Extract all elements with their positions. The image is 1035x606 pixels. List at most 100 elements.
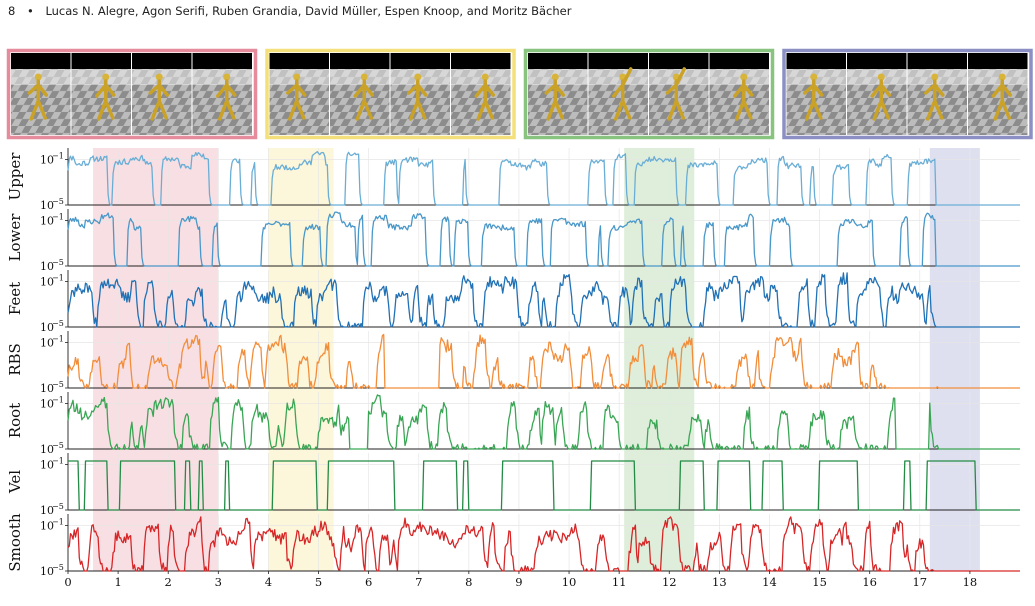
y-tick-low-label: 10 <box>40 565 54 578</box>
thumbnail-frames <box>786 53 1028 135</box>
thumbnail-frame <box>330 53 390 135</box>
x-tick-label: 18 <box>963 575 978 589</box>
purple-highlight-thumbnail-box <box>782 48 1033 140</box>
panel-label: Lower <box>6 213 24 262</box>
thumbnail-frames <box>11 53 252 135</box>
running-header: 8 • Lucas N. Alegre, Agon Serifi, Ruben … <box>8 4 579 18</box>
thumbnail-frame <box>786 53 846 135</box>
character-figure <box>353 73 374 121</box>
thumbnail-frame <box>269 53 329 135</box>
y-tick-low-label: 10 <box>40 443 54 456</box>
y-tick-high-label: 10 <box>40 153 54 166</box>
green-highlight-thumbnail-box <box>523 48 775 140</box>
thumbnail-frame <box>588 53 648 135</box>
y-tick-high-exponent: −1 <box>52 334 64 343</box>
thumbnail-frame <box>907 53 967 135</box>
x-tick-label: 3 <box>215 575 222 589</box>
x-tick-label: 12 <box>662 575 677 589</box>
y-tick-high-exponent: −1 <box>52 517 64 526</box>
panel-label: Root <box>6 403 24 438</box>
x-tick-label: 2 <box>165 575 172 589</box>
thumbnail-frames <box>528 53 769 135</box>
character-figure <box>474 73 495 121</box>
plot-area: 10−110−5Upper10−110−5Lower10−110−5Feet10… <box>6 148 1020 589</box>
yellow-highlight-span <box>268 148 334 571</box>
character-figure <box>612 67 633 121</box>
y-tick-low-exponent: −5 <box>52 197 64 206</box>
character-figure <box>286 73 307 121</box>
character-figure <box>870 73 891 121</box>
character-figure <box>544 73 565 121</box>
character-figure <box>148 73 169 121</box>
character-figure <box>803 73 824 121</box>
y-tick-low-label: 10 <box>40 382 54 395</box>
y-tick-low-exponent: −5 <box>52 441 64 450</box>
x-tick-label: 7 <box>415 575 422 589</box>
x-axis-ticks: 0 1 2 3 4 5 6 7 8 9 10 11 12 13 14 15 16 17 18 <box>64 571 977 589</box>
y-tick-low-exponent: −5 <box>52 380 64 389</box>
yellow-highlight-border <box>265 48 516 140</box>
y-tick-high-label: 10 <box>40 458 54 471</box>
panel-label: Feet <box>6 282 24 315</box>
thumbnail-frame <box>649 53 709 135</box>
x-tick-label: 14 <box>762 575 777 589</box>
pink-highlight-border <box>6 48 258 140</box>
x-tick-label: 8 <box>465 575 472 589</box>
panel-label: Vel <box>6 470 24 494</box>
pink-highlight-span <box>93 148 219 571</box>
character-figure <box>216 73 237 121</box>
thumbnail-frame <box>390 53 450 135</box>
character-figure <box>27 73 48 121</box>
x-tick-label: 0 <box>64 575 71 589</box>
series-line-smooth <box>67 516 1020 572</box>
y-tick-low-exponent: −5 <box>52 319 64 328</box>
series-line-root <box>67 394 1020 450</box>
yellow-highlight-thumbnail-box <box>265 48 516 140</box>
y-tick-high-label: 10 <box>40 397 54 410</box>
panel-label: Smooth <box>6 513 24 572</box>
thumbnail-frame <box>968 53 1028 135</box>
series-line-vel <box>68 460 1020 511</box>
x-tick-label: 10 <box>562 575 577 589</box>
x-tick-label: 1 <box>114 575 121 589</box>
x-tick-label: 4 <box>265 575 272 589</box>
y-tick-high-exponent: −1 <box>52 212 64 221</box>
x-tick-label: 17 <box>912 575 927 589</box>
thumbnail-frame <box>192 53 252 135</box>
grid <box>67 148 1020 205</box>
character-figure <box>95 73 116 121</box>
y-tick-high-exponent: −1 <box>52 151 64 160</box>
series-line-lower <box>67 211 1020 267</box>
y-tick-low-label: 10 <box>40 321 54 334</box>
character-figure <box>665 67 686 121</box>
thumbnail-frame <box>847 53 907 135</box>
y-tick-low-label: 10 <box>40 260 54 273</box>
thumbnail-frame <box>71 53 131 135</box>
author-list: Lucas N. Alegre, Agon Serifi, Ruben Gran… <box>45 4 572 18</box>
header-bullet: • <box>26 4 34 18</box>
panel-label: RBS <box>6 343 24 376</box>
y-tick-low-label: 10 <box>40 504 54 517</box>
grid <box>67 453 1020 510</box>
thumbnail-frames <box>269 53 511 135</box>
purple-highlight-border <box>782 48 1033 140</box>
y-tick-low-exponent: −5 <box>52 502 64 511</box>
y-tick-low-label: 10 <box>40 199 54 212</box>
grid <box>67 514 1020 571</box>
character-figure <box>991 73 1012 121</box>
pink-highlight-thumbnail-box <box>6 48 258 140</box>
series-line-rbs <box>67 333 1020 389</box>
thumbnail-frame <box>11 53 71 135</box>
y-tick-high-exponent: −1 <box>52 273 64 282</box>
y-tick-low-exponent: −5 <box>52 258 64 267</box>
y-tick-high-exponent: −1 <box>52 395 64 404</box>
thumbnail-frame <box>132 53 192 135</box>
character-figure <box>407 73 428 121</box>
thumbnail-frame <box>528 53 588 135</box>
grid <box>67 331 1020 388</box>
